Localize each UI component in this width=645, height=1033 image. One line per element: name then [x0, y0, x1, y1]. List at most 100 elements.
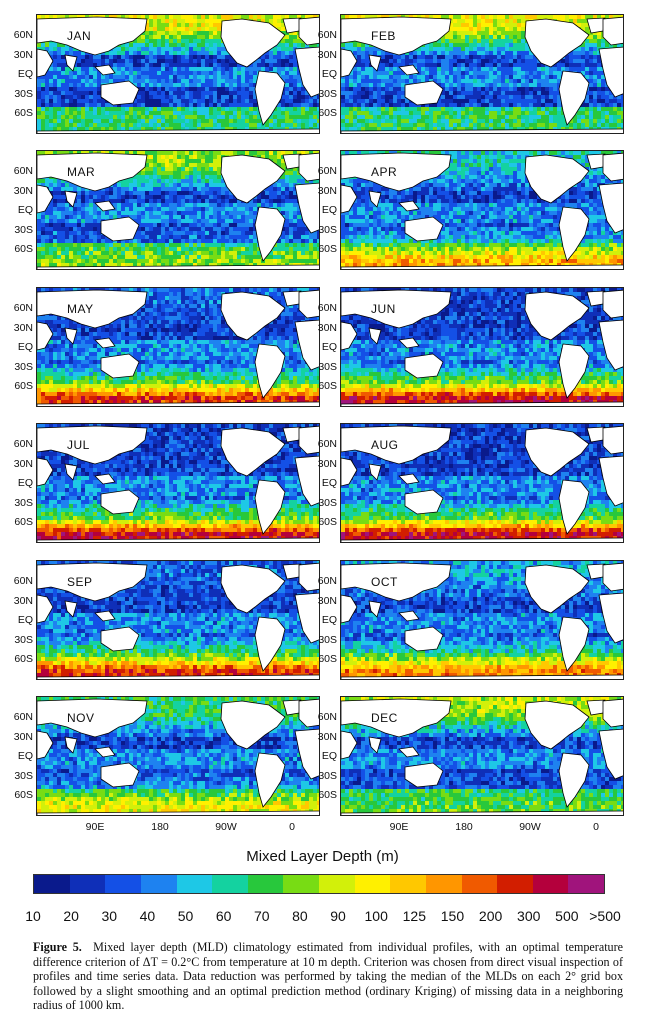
land-mask: [37, 425, 319, 542]
month-label: APR: [371, 165, 397, 179]
colorbar-swatch: [34, 875, 70, 893]
colorbar-swatch: [176, 875, 213, 893]
lat-tick-label: 30S: [307, 361, 337, 373]
lat-tick-label: EQ: [307, 614, 337, 626]
land-mask: [341, 698, 623, 815]
lat-tick-label: 30S: [307, 88, 337, 100]
colorbar-swatch: [390, 875, 426, 893]
map-panel-jan: JAN: [36, 14, 320, 134]
lat-tick-label: 30S: [3, 497, 33, 509]
lon-tick-label: 90E: [75, 821, 115, 833]
colorbar-tick-label: 80: [292, 908, 308, 924]
lat-tick-label: EQ: [3, 68, 33, 80]
lat-tick-label: 30N: [3, 49, 33, 61]
month-label: JAN: [67, 29, 91, 43]
colorbar-tick-label: 100: [365, 908, 388, 924]
lat-tick-label: EQ: [307, 68, 337, 80]
map-panel-nov: NOV: [36, 696, 320, 816]
mld-map-nov: [37, 697, 319, 815]
lat-tick-label: 30N: [307, 322, 337, 334]
lat-tick-label: 60S: [3, 107, 33, 119]
month-label: OCT: [371, 575, 398, 589]
mld-map-feb: [341, 15, 623, 133]
lat-tick-label: EQ: [3, 750, 33, 762]
lat-tick-label: 60S: [307, 380, 337, 392]
land-mask: [341, 16, 623, 133]
colorbar-swatch: [532, 875, 569, 893]
land-mask: [341, 152, 623, 269]
map-panel-feb: FEB: [340, 14, 624, 134]
lat-tick-label: EQ: [307, 750, 337, 762]
lat-tick-label: 60S: [3, 243, 33, 255]
mld-map-oct: [341, 561, 623, 679]
colorbar-tick-label: 70: [254, 908, 270, 924]
lat-tick-label: EQ: [307, 477, 337, 489]
land-mask: [37, 562, 319, 679]
colorbar-swatch: [425, 875, 462, 893]
mld-map-apr: [341, 151, 623, 269]
lat-tick-label: 60N: [3, 302, 33, 314]
lat-tick-label: 30N: [3, 595, 33, 607]
month-label: JUN: [371, 302, 396, 316]
month-label: MAR: [67, 165, 95, 179]
map-panel-mar: MAR: [36, 150, 320, 270]
colorbar-tick-label: 10: [25, 908, 41, 924]
lat-tick-label: EQ: [3, 477, 33, 489]
lon-tick-label: 0: [576, 821, 616, 833]
colorbar-swatch: [212, 875, 248, 893]
colorbar-tick-label: 150: [441, 908, 464, 924]
lat-tick-label: 30S: [307, 497, 337, 509]
land-mask: [37, 698, 319, 815]
mld-map-jul: [37, 424, 319, 542]
land-mask: [37, 152, 319, 269]
lat-tick-label: 30S: [3, 634, 33, 646]
colorbar-swatch: [105, 875, 141, 893]
lat-tick-label: 30N: [307, 49, 337, 61]
colorbar-swatch: [319, 875, 355, 893]
mld-map-mar: [37, 151, 319, 269]
lat-tick-label: 30N: [307, 458, 337, 470]
lon-tick-label: 90W: [206, 821, 246, 833]
colorbar-tick-label: 125: [403, 908, 426, 924]
month-label: NOV: [67, 711, 95, 725]
lat-tick-label: 60S: [307, 789, 337, 801]
month-label: DEC: [371, 711, 398, 725]
lat-tick-label: 60S: [307, 243, 337, 255]
lat-tick-label: 30S: [3, 770, 33, 782]
lat-tick-label: EQ: [3, 614, 33, 626]
lat-tick-label: 30N: [307, 595, 337, 607]
lat-tick-label: 60S: [307, 653, 337, 665]
mld-map-aug: [341, 424, 623, 542]
lat-tick-label: 60S: [3, 516, 33, 528]
lat-tick-label: EQ: [3, 341, 33, 353]
map-panel-jul: JUL: [36, 423, 320, 543]
lat-tick-label: 60N: [307, 29, 337, 41]
lon-tick-label: 90E: [379, 821, 419, 833]
land-mask: [341, 562, 623, 679]
lat-tick-label: 30S: [3, 361, 33, 373]
lat-tick-label: 60S: [3, 789, 33, 801]
lat-tick-label: 60N: [3, 165, 33, 177]
colorbar-swatch: [568, 875, 604, 893]
caption-text: Mixed layer depth (MLD) climatology esti…: [33, 940, 623, 1012]
lat-tick-label: 30N: [3, 731, 33, 743]
colorbar: [33, 874, 605, 894]
figure-caption: Figure 5. Mixed layer depth (MLD) climat…: [33, 940, 623, 1013]
colorbar-tick-label: 40: [140, 908, 156, 924]
land-mask: [341, 289, 623, 406]
map-panel-aug: AUG: [340, 423, 624, 543]
lat-tick-label: 60N: [3, 711, 33, 723]
map-panel-apr: APR: [340, 150, 624, 270]
map-panel-sep: SEP: [36, 560, 320, 680]
mld-map-may: [37, 288, 319, 406]
colorbar-swatch: [247, 875, 284, 893]
lat-tick-label: 60N: [307, 438, 337, 450]
lat-tick-label: 60N: [3, 438, 33, 450]
lat-tick-label: 30N: [307, 731, 337, 743]
land-mask: [341, 425, 623, 542]
colorbar-swatch: [354, 875, 391, 893]
land-mask: [37, 289, 319, 406]
lat-tick-label: 60N: [307, 165, 337, 177]
lat-tick-label: 30S: [3, 88, 33, 100]
map-panel-oct: OCT: [340, 560, 624, 680]
